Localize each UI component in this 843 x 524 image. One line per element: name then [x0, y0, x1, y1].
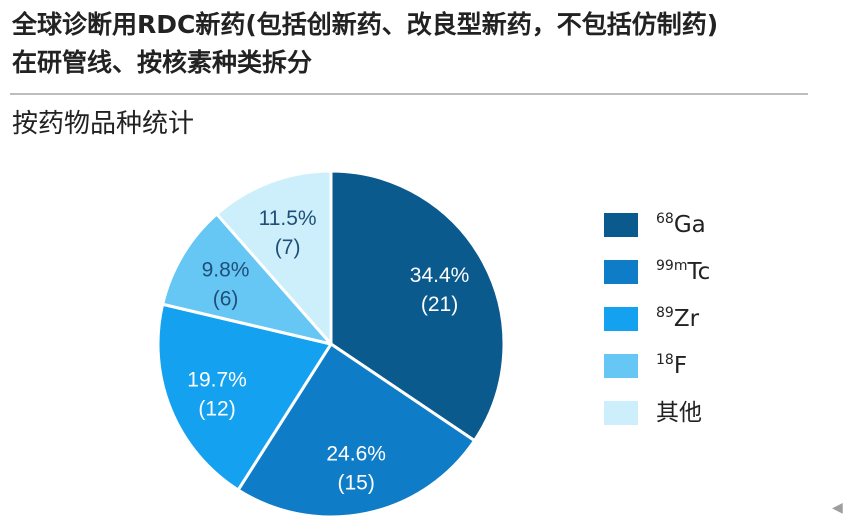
slice-percent-label-ga68: 34.4% [410, 264, 470, 287]
legend-item-other: 其他 [604, 397, 804, 429]
legend-swatch-tc99m [604, 260, 638, 284]
legend-label-other: 其他 [656, 400, 702, 426]
pie-slice-ga68 [329, 169, 506, 443]
chart-title-line-2: 在研管线、按核素种类拆分 [12, 48, 313, 77]
slice-percent-label-other: 11.5% [259, 207, 317, 230]
slice-percent-label-zr89: 19.7% [187, 368, 247, 391]
pie-slice-zr89 [156, 302, 333, 492]
pie-slice-other [215, 169, 333, 346]
legend-item-ga68: 68Ga [604, 209, 804, 241]
legend-label-tc99m: 99mTc [656, 258, 711, 285]
legend-label-f18: 18F [656, 352, 688, 379]
slice-count-label-tc99m: (15) [337, 471, 374, 494]
corner-arrow-icon: ◀ [832, 500, 843, 516]
legend-label-zr89: 89Zr [656, 305, 700, 332]
legend-swatch-zr89 [604, 307, 638, 331]
legend-swatch-ga68 [604, 213, 638, 237]
chart-title-line-1: 全球诊断用RDC新药(包括创新药、改良型新药，不包括仿制药) [12, 10, 719, 39]
chart-title: 全球诊断用RDC新药(包括创新药、改良型新药，不包括仿制药) 在研管线、按核素种… [12, 6, 838, 82]
slice-count-label-ga68: (21) [421, 293, 458, 316]
slice-count-label-f18: (6) [213, 288, 239, 311]
pie-slice-tc99m [236, 342, 477, 519]
slice-count-label-other: (7) [275, 236, 301, 259]
chart-subtitle: 按药物品种统计 [12, 109, 195, 139]
title-divider [10, 93, 808, 95]
slice-count-label-zr89: (12) [198, 397, 235, 420]
legend-swatch-other [604, 401, 638, 425]
slice-percent-label-f18: 9.8% [202, 259, 250, 282]
legend-item-zr89: 89Zr [604, 303, 804, 335]
pie-slice-f18 [161, 212, 333, 346]
legend-item-f18: 18F [604, 350, 804, 382]
slice-percent-label-tc99m: 24.6% [326, 442, 386, 465]
legend-label-ga68: 68Ga [656, 211, 706, 238]
legend-item-tc99m: 99mTc [604, 256, 804, 288]
legend-swatch-f18 [604, 354, 638, 378]
